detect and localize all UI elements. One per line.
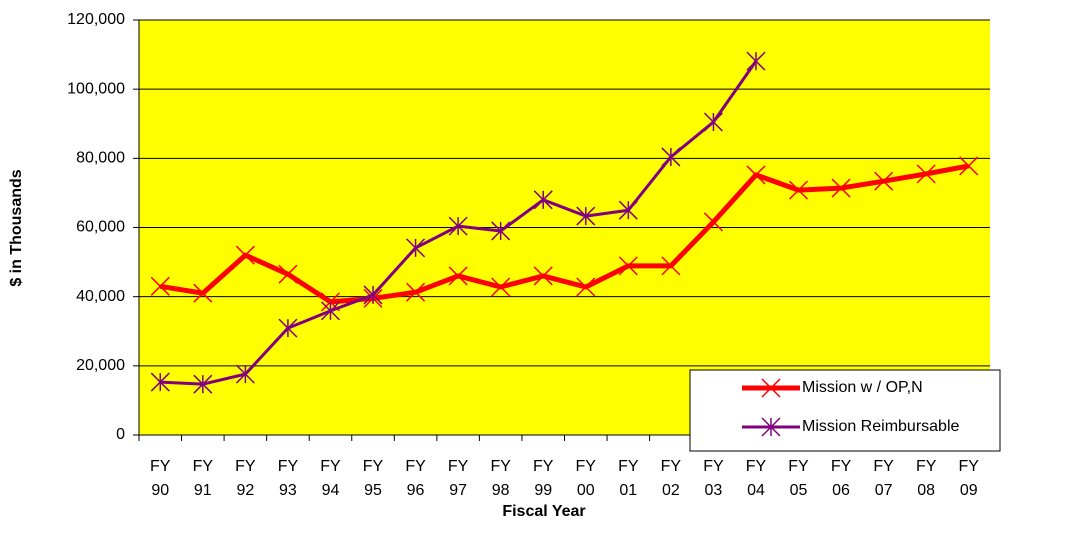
x-tick-label: FY 99	[532, 458, 554, 499]
marker	[406, 282, 426, 302]
x-tick-label: FY 94	[320, 458, 341, 499]
marker-stroke	[661, 256, 681, 276]
x-tick-label: FY 02	[660, 458, 682, 499]
marker-stroke	[788, 180, 809, 200]
y-tick-label: 0	[116, 426, 125, 443]
x-tick-label: FY 08	[915, 458, 937, 499]
marker-stroke	[533, 266, 553, 286]
y-tick-label: 20,000	[76, 357, 125, 374]
marker-stroke	[761, 378, 781, 398]
x-tick-label: FY 03	[703, 458, 724, 499]
marker	[618, 256, 638, 276]
marker	[491, 221, 511, 241]
x-axis-label: Fiscal Year	[502, 503, 585, 520]
marker	[916, 164, 936, 184]
marker-stroke	[278, 264, 298, 284]
marker	[150, 276, 170, 296]
marker	[576, 206, 596, 226]
x-tick-label: FY 93	[277, 458, 299, 499]
marker	[959, 156, 979, 176]
marker	[363, 285, 383, 305]
marker	[235, 245, 255, 265]
marker	[661, 147, 681, 167]
x-tick-label: FY 05	[788, 458, 809, 499]
marker	[874, 171, 894, 191]
marker	[703, 212, 723, 232]
marker-stroke	[916, 164, 936, 184]
marker-stroke	[959, 156, 979, 176]
x-tick-label: FY 96	[405, 458, 426, 499]
legend-label: Mission Reimbursable	[802, 418, 959, 435]
marker	[448, 216, 468, 236]
marker	[448, 266, 468, 286]
y-tick-label: 120,000	[67, 11, 125, 28]
marker	[491, 277, 511, 297]
series-markers	[150, 51, 766, 394]
marker	[193, 283, 213, 303]
marker	[278, 264, 298, 284]
marker-stroke	[193, 283, 213, 303]
x-tick-label: FY 91	[192, 458, 214, 499]
legend-entry: Mission Reimbursable	[742, 417, 959, 437]
marker-stroke	[576, 277, 596, 297]
marker	[193, 374, 213, 394]
marker	[406, 238, 426, 258]
marker	[831, 178, 851, 198]
marker-stroke	[703, 212, 723, 232]
x-tick-label: FY 92	[235, 458, 256, 499]
marker	[761, 378, 781, 398]
marker	[278, 318, 298, 338]
marker	[761, 417, 781, 437]
marker	[618, 200, 638, 220]
marker	[235, 364, 255, 384]
y-tick-label: 100,000	[67, 80, 125, 97]
x-tick-label: FY 01	[618, 458, 639, 499]
marker-stroke	[491, 277, 511, 297]
marker	[533, 266, 553, 286]
marker-stroke	[235, 245, 255, 265]
x-tick-label: FY 07	[873, 458, 894, 499]
marker	[746, 51, 766, 71]
marker-stroke	[150, 276, 170, 296]
marker	[150, 372, 170, 392]
y-axis-label: $ in Thousands	[8, 169, 25, 286]
x-tick-label: FY 97	[447, 458, 469, 499]
x-tick-label: FY 00	[575, 458, 596, 499]
x-tick-label: FY 90	[150, 458, 171, 499]
marker-stroke	[618, 256, 638, 276]
marker-stroke	[448, 266, 468, 286]
y-tick-label: 60,000	[76, 219, 125, 236]
marker	[320, 301, 341, 321]
y-tick-label: 40,000	[76, 288, 125, 305]
x-tick-label: FY 04	[745, 458, 767, 499]
marker	[746, 165, 766, 185]
marker-stroke	[831, 178, 851, 198]
series-markers	[150, 156, 979, 312]
y-tick-label: 80,000	[76, 150, 125, 167]
marker-stroke	[746, 165, 766, 185]
x-tick-label: FY 09	[958, 458, 979, 499]
marker-stroke	[874, 171, 894, 191]
marker	[661, 256, 681, 276]
marker	[788, 180, 809, 200]
x-tick-label: FY 95	[362, 458, 384, 499]
marker-stroke	[406, 282, 426, 302]
series-line	[159, 163, 970, 305]
legend-entry: Mission w / OP,N	[742, 378, 923, 398]
legend-box	[689, 369, 1001, 452]
legend-label: Mission w / OP,N	[802, 379, 923, 396]
marker	[576, 277, 596, 297]
marker	[533, 190, 553, 210]
marker	[703, 112, 723, 132]
x-tick-label: FY 98	[490, 458, 511, 499]
x-tick-label: FY 06	[830, 458, 852, 499]
